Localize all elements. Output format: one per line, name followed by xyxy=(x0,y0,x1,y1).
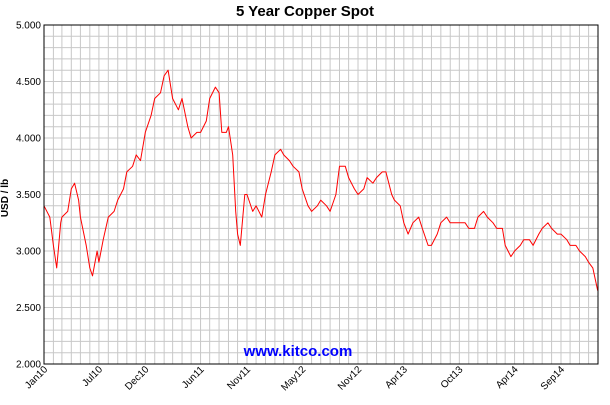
y-tick-label: 2.000 xyxy=(16,360,41,371)
y-axis-ticks: 2.000 2.500 3.000 3.500 4.000 4.500 5.000 xyxy=(16,21,41,371)
x-axis-ticks: Jan10 Jul10 Dec10 Jun11 Nov11 May12 Nov12 Apr13… xyxy=(23,364,567,393)
x-tick-label: Sep14 xyxy=(539,364,568,393)
x-tick-label: Jun11 xyxy=(180,364,207,391)
x-tick-label: Jul10 xyxy=(80,364,105,389)
x-tick-label: Nov12 xyxy=(336,364,365,393)
plot-frame xyxy=(43,24,599,365)
y-tick-label: 5.000 xyxy=(16,21,41,32)
y-tick-label: 4.500 xyxy=(16,77,41,88)
y-tick-label: 2.500 xyxy=(16,303,41,314)
x-tick-label: Apr13 xyxy=(383,364,410,391)
y-tick-label: 3.500 xyxy=(16,190,41,201)
grid-lines xyxy=(44,24,598,365)
y-tick-label: 4.000 xyxy=(16,134,41,145)
series-layer xyxy=(43,69,599,291)
series-line xyxy=(43,69,599,291)
watermark-link[interactable]: www.kitco.com xyxy=(243,343,353,360)
y-axis-label: USD / lb xyxy=(0,179,11,217)
x-tick-label: Apr14 xyxy=(494,364,521,391)
x-tick-label: May12 xyxy=(279,364,308,393)
chart-title: 5 Year Copper Spot xyxy=(235,3,375,20)
x-tick-label: Dec10 xyxy=(123,364,152,393)
y-tick-label: 3.000 xyxy=(16,247,41,258)
x-tick-label: Nov11 xyxy=(225,364,253,392)
x-tick-label: Oct13 xyxy=(439,364,466,391)
